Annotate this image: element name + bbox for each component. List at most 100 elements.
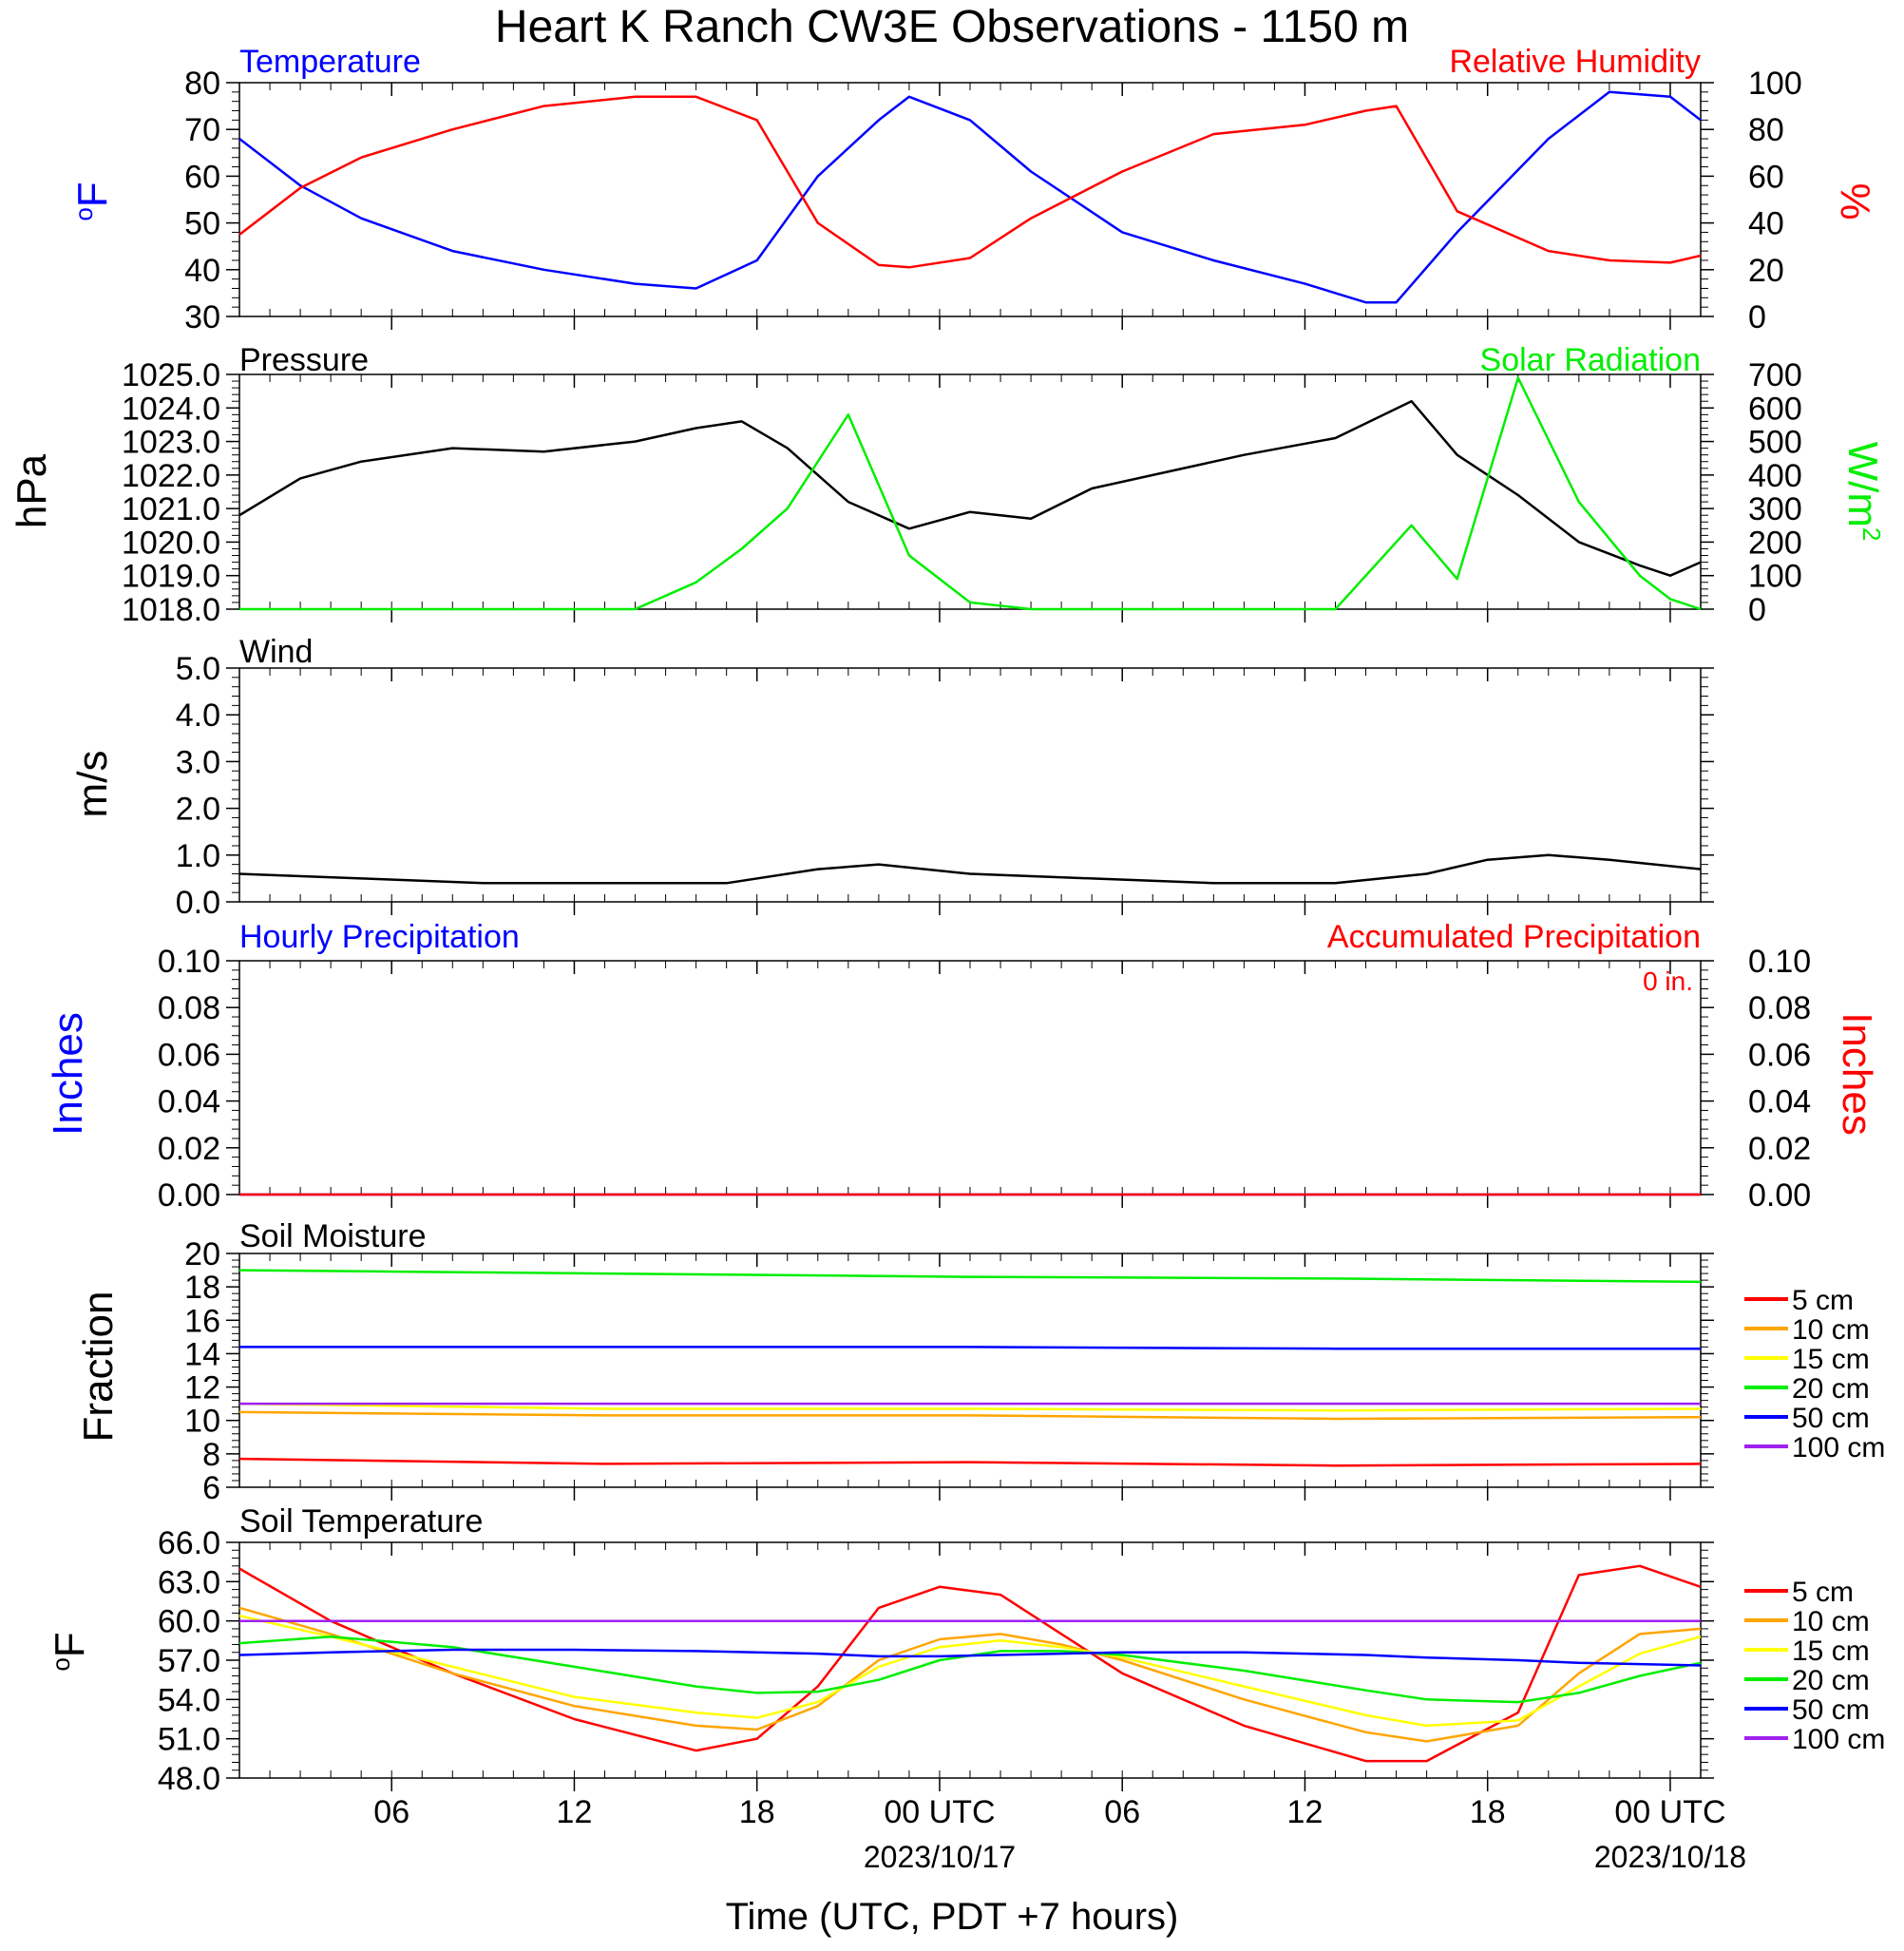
hourly-precipitation-title: Hourly Precipitation <box>239 919 520 955</box>
legend-label: 100 cm <box>1792 1724 1885 1755</box>
x-tick-label: 18 <box>1470 1794 1506 1830</box>
series-10-cm <box>238 1606 1702 1743</box>
y-tick-label: 50 <box>184 206 220 242</box>
y-tick-label: 51.0 <box>158 1722 220 1758</box>
right-tick-label: 0.02 <box>1748 1131 1811 1167</box>
y-tick-label: 0.06 <box>158 1037 220 1073</box>
y-tick-label: 1020.0 <box>122 525 220 561</box>
y-tick-label: 0.02 <box>158 1131 220 1167</box>
series-pressure <box>238 399 1702 577</box>
y-tick-label: 1019.0 <box>122 559 220 595</box>
precip-left-ylabel: Inches <box>45 1012 91 1136</box>
plot-frame <box>238 667 1702 903</box>
legend-label: 20 cm <box>1792 1665 1870 1696</box>
wind-ylabel: m/s <box>69 751 116 818</box>
soil-moisture-title: Soil Moisture <box>239 1218 427 1254</box>
legend-label: 20 cm <box>1792 1373 1870 1405</box>
right-tick-label: 400 <box>1748 458 1802 494</box>
right-tick-label: 0.04 <box>1748 1084 1811 1120</box>
x-date-label: 2023/10/18 <box>1594 1840 1746 1874</box>
y-tick-label: 60.0 <box>158 1604 220 1640</box>
y-tick-label: 4.0 <box>176 698 220 734</box>
y-tick-label: 63.0 <box>158 1564 220 1600</box>
legend-label: 5 cm <box>1792 1577 1854 1608</box>
legend-label: 15 cm <box>1792 1635 1870 1667</box>
series-50-cm <box>238 1648 1702 1667</box>
humidity-ylabel: % <box>1832 182 1878 220</box>
pressure-ylabel: hPa <box>9 453 55 528</box>
series-solar-radiation <box>239 376 1702 611</box>
y-tick-label: 2.0 <box>176 792 220 828</box>
precip-right-ylabel: Inches <box>1834 1012 1880 1136</box>
y-tick-label: 54.0 <box>158 1682 220 1718</box>
right-tick-label: 0.06 <box>1748 1037 1811 1073</box>
right-tick-label: 600 <box>1748 391 1802 427</box>
right-tick-label: 0.10 <box>1748 944 1811 980</box>
y-tick-label: 1022.0 <box>122 458 220 494</box>
right-tick-label: 200 <box>1748 525 1802 561</box>
x-tick-label: 00 UTC <box>1614 1794 1725 1830</box>
solar-radiation-title: Solar Radiation <box>1480 342 1701 378</box>
y-tick-label: 0.08 <box>158 990 220 1026</box>
series-temperature <box>238 90 1702 304</box>
relative-humidity-title: Relative Humidity <box>1449 44 1701 80</box>
precipitation-panel: 0.00 0.02 0.04 0.06 0.08 0.10 0.00 0.02 0.04 0.06… <box>158 944 1811 1214</box>
series-15-cm <box>238 1614 1702 1728</box>
x-tick-label: 18 <box>739 1794 775 1830</box>
soil-moisture-ylabel: Fraction <box>75 1291 122 1443</box>
y-tick-label: 60 <box>184 159 220 195</box>
series-5-cm <box>238 1564 1702 1763</box>
wind-panel: 0.0 1.0 2.0 3.0 4.0 5.0 <box>176 651 1714 921</box>
series-wind <box>238 853 1702 885</box>
series-20-cm <box>238 1635 1702 1704</box>
legend-label: 15 cm <box>1792 1344 1870 1375</box>
legend-label: 5 cm <box>1792 1285 1854 1316</box>
wind-title: Wind <box>239 634 313 670</box>
y-tick-label: 1018.0 <box>122 592 220 628</box>
series-10-cm <box>238 1410 1702 1421</box>
right-tick-label: 0.00 <box>1748 1177 1811 1214</box>
accumulated-precipitation-title: Accumulated Precipitation <box>1327 919 1701 955</box>
right-tick-label: 0 <box>1748 592 1766 628</box>
right-tick-label: 100 <box>1748 66 1802 102</box>
y-tick-label: 48.0 <box>158 1761 220 1797</box>
right-tick-label: 0 <box>1748 299 1766 335</box>
y-tick-label: 1021.0 <box>122 491 220 527</box>
x-tick-label: 00 UTC <box>884 1794 995 1830</box>
y-tick-label: 12 <box>184 1370 220 1406</box>
legend-label: 10 cm <box>1792 1314 1870 1346</box>
right-tick-label: 700 <box>1748 357 1802 393</box>
temperature-title: Temperature <box>239 44 421 80</box>
plot-frame <box>238 960 1702 1195</box>
y-tick-label: 20 <box>184 1236 220 1272</box>
x-tick-label: 12 <box>557 1794 593 1830</box>
x-date-label: 2023/10/17 <box>864 1840 1016 1874</box>
x-tick-label: 06 <box>373 1794 409 1830</box>
y-tick-label: 1.0 <box>176 838 220 874</box>
y-tick-label: 6 <box>202 1470 220 1506</box>
y-tick-label: 0.0 <box>176 885 220 921</box>
time-axis: 06 12 18 00 UTC 2023/10/17 06 12 18 00 UTC 2023/1… <box>373 1794 1746 1874</box>
y-tick-label: 5.0 <box>176 651 220 687</box>
y-tick-label: 3.0 <box>176 744 220 780</box>
y-tick-label: 0.04 <box>158 1084 220 1120</box>
pressure-solar-panel: 1018.01019.01020.01021.01022.01023.01024… <box>122 357 1802 628</box>
legend-label: 100 cm <box>1792 1432 1885 1463</box>
y-tick-label: 0.10 <box>158 944 220 980</box>
y-tick-label: 16 <box>184 1303 220 1339</box>
right-tick-label: 80 <box>1748 112 1784 148</box>
series-relative-humidity <box>238 95 1702 269</box>
soil-temperature-ylabel: oF <box>47 1632 93 1671</box>
x-tick-label: 06 <box>1104 1794 1140 1830</box>
series-20-cm <box>238 1269 1702 1284</box>
y-tick-label: 8 <box>202 1437 220 1473</box>
y-tick-label: 80 <box>184 66 220 102</box>
series-5-cm <box>238 1457 1702 1467</box>
y-tick-label: 18 <box>184 1270 220 1306</box>
y-tick-label: 10 <box>184 1404 220 1440</box>
right-tick-label: 100 <box>1748 559 1802 595</box>
accumulated-precipitation-value: 0 in. <box>1643 966 1693 996</box>
